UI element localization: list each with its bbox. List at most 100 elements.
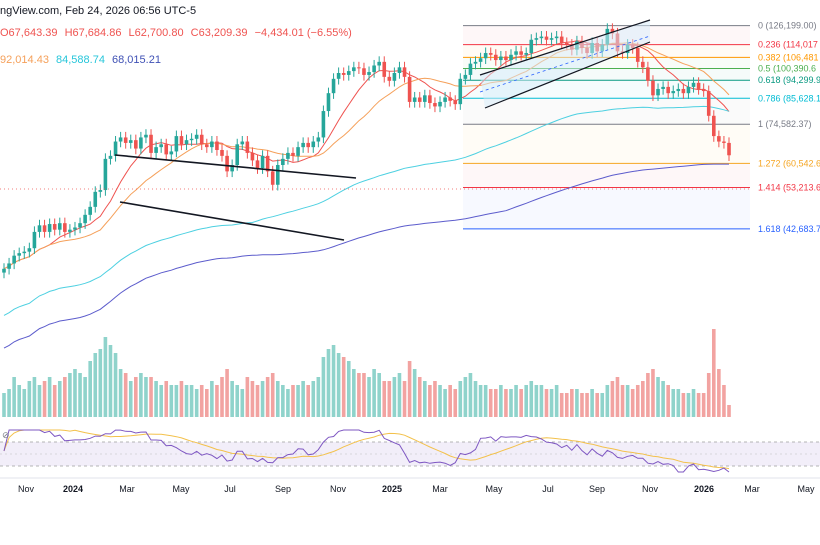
volume-bar xyxy=(134,377,138,417)
volume-bar xyxy=(504,389,508,417)
candle-body xyxy=(286,152,290,159)
volume-bar xyxy=(12,377,16,417)
candle-body xyxy=(524,53,529,55)
ohlc-change: −4,434.01 (−6.55%) xyxy=(254,27,352,39)
candle-body xyxy=(681,88,686,94)
volume-bar xyxy=(230,381,234,417)
candle-body xyxy=(291,152,295,156)
candle-body xyxy=(352,67,356,72)
candle-body xyxy=(108,155,113,159)
fib-band xyxy=(463,98,750,125)
volume-bar xyxy=(641,381,645,417)
volume-bar xyxy=(458,381,463,417)
candle-body xyxy=(159,144,163,148)
fib-label-0.382: 0.382 (106,481 xyxy=(758,52,819,62)
candle-body xyxy=(301,142,305,148)
volume-bar xyxy=(377,373,381,417)
volume-bar xyxy=(291,385,295,417)
volume-bar xyxy=(509,389,513,417)
volume-bar xyxy=(564,393,569,417)
fib-label-0.236: 0.236 (114,017 xyxy=(758,40,818,50)
volume-bar xyxy=(154,381,158,417)
fib-band xyxy=(463,57,750,69)
candle-body xyxy=(7,263,11,269)
volume-bar xyxy=(407,361,412,417)
ohlc-high: H67,684.86 xyxy=(64,27,122,39)
volume-bar xyxy=(600,393,605,417)
candle-body xyxy=(164,144,169,155)
candle-body xyxy=(134,140,138,149)
x-tick-label: Mar xyxy=(119,484,135,494)
ma-value-blue: 68,015.21 xyxy=(112,54,161,66)
candle-body xyxy=(666,86,670,94)
volume-bar xyxy=(392,377,397,417)
candle-body xyxy=(438,101,442,107)
candle-body xyxy=(184,140,189,145)
candle-body xyxy=(478,58,483,62)
fib-label-0.786: 0.786 (85,628.1 xyxy=(758,93,820,103)
candle-body xyxy=(499,56,503,61)
volume-bar xyxy=(423,381,427,417)
candle-body xyxy=(32,231,37,249)
volume-bar xyxy=(296,385,300,417)
volume-bar xyxy=(326,349,331,417)
candle-body xyxy=(529,39,534,54)
volume-bar xyxy=(149,377,153,417)
volume-bar xyxy=(57,381,62,417)
candle-body xyxy=(377,61,381,66)
candle-body xyxy=(473,61,478,64)
volume-bar xyxy=(199,385,204,417)
volume-bar xyxy=(306,385,310,417)
fib-band xyxy=(463,163,750,188)
volume-bar xyxy=(483,385,488,417)
volume-bar xyxy=(27,381,32,417)
candle-body xyxy=(382,61,387,77)
x-tick-label: May xyxy=(797,484,815,494)
volume-bar xyxy=(352,369,356,417)
candle-body xyxy=(423,95,427,102)
candle-body xyxy=(78,223,82,228)
x-tick-label: Nov xyxy=(330,484,347,494)
candle-body xyxy=(691,82,696,87)
candle-body xyxy=(448,97,452,101)
x-tick-label: 2024 xyxy=(63,484,83,494)
fib-label-0.618: 0.618 (94,299.9 xyxy=(758,75,820,85)
candle-body xyxy=(139,137,143,149)
candle-body xyxy=(215,141,219,150)
volume-bar xyxy=(270,373,275,417)
volume-bar xyxy=(220,377,224,417)
x-tick-label: 2025 xyxy=(382,484,402,494)
candle-body xyxy=(514,51,518,55)
volume-bar xyxy=(620,385,625,417)
volume-bar xyxy=(265,377,270,417)
candle-body xyxy=(47,224,52,232)
candle-body xyxy=(341,72,346,75)
volume-bar xyxy=(534,385,539,417)
volume-bar xyxy=(595,393,599,417)
ohlc-low: L62,700.80 xyxy=(128,27,184,39)
candle-body xyxy=(671,91,676,94)
volume-bar xyxy=(544,389,549,417)
volume-bar xyxy=(139,373,143,417)
candle-body xyxy=(372,65,376,73)
candle-body xyxy=(346,71,351,75)
candle-body xyxy=(93,191,98,207)
candle-body xyxy=(407,76,412,102)
rsi-ma-line xyxy=(3,429,730,470)
candle-body xyxy=(17,253,22,256)
candle-body xyxy=(488,53,493,55)
volume-bar xyxy=(144,377,148,417)
candle-body xyxy=(22,251,27,254)
candle-body xyxy=(326,93,331,112)
volume-bar xyxy=(88,361,92,417)
volume-bar xyxy=(215,385,219,417)
candle-body xyxy=(275,165,280,185)
volume-bar xyxy=(210,381,214,417)
volume-bar xyxy=(428,385,432,417)
volume-bar xyxy=(554,385,559,417)
fib-label-1.272: 1.272 (60,542.6 xyxy=(758,158,820,168)
volume-bar xyxy=(83,377,87,417)
volume-bar xyxy=(37,385,42,417)
candle-body xyxy=(98,190,103,192)
candle-body xyxy=(428,95,432,104)
